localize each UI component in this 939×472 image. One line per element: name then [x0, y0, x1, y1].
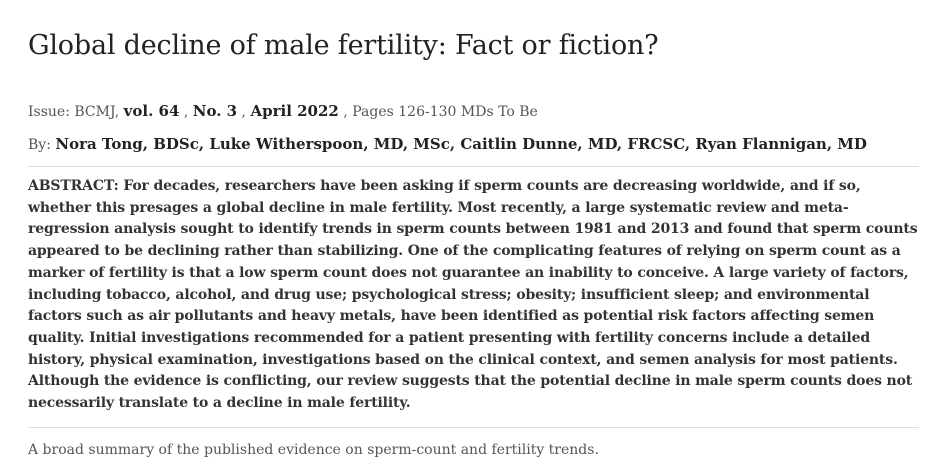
issue-separator-1: , [179, 104, 193, 120]
issue-number: No. 3 [192, 102, 238, 120]
issue-pages-section: Pages 126-130 MDs To Be [352, 104, 538, 120]
byline-authors: Nora Tong, BDSc, Luke Witherspoon, MD, M… [55, 135, 867, 153]
issue-separator-2: , [237, 104, 251, 120]
byline: By: Nora Tong, BDSc, Luke Witherspoon, M… [28, 134, 867, 155]
summary-caption: A broad summary of the published evidenc… [28, 442, 599, 458]
issue-line: Issue: BCMJ, vol. 64 , No. 3 , April 202… [28, 101, 538, 122]
article-title: Global decline of male fertility: Fact o… [28, 30, 659, 61]
issue-prefix: Issue: BCMJ, [28, 104, 124, 120]
issue-volume: vol. 64 [123, 102, 180, 120]
issue-separator-3: , [338, 104, 353, 120]
byline-prefix: By: [28, 137, 56, 153]
divider-top [28, 166, 919, 167]
issue-date: April 2022 [250, 102, 339, 120]
divider-bottom [28, 427, 919, 428]
abstract-text: ABSTRACT: For decades, researchers have … [28, 178, 918, 412]
